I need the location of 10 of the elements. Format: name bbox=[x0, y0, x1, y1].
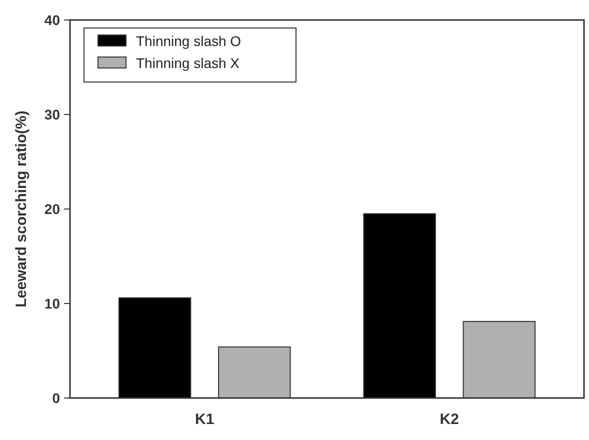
legend-label: Thinning slash O bbox=[136, 32, 242, 49]
y-tick-label: 0 bbox=[52, 390, 60, 406]
x-tick-label: K1 bbox=[195, 411, 214, 428]
x-tick-label: K2 bbox=[440, 411, 459, 428]
y-tick-label: 30 bbox=[44, 106, 60, 122]
y-tick-label: 20 bbox=[44, 200, 60, 217]
legend-label: Thinning slash X bbox=[136, 54, 240, 71]
y-axis-title: Leeward scorching ratio(%) bbox=[13, 110, 30, 308]
y-tick-label: 10 bbox=[44, 295, 60, 312]
y-tick-label: 40 bbox=[44, 12, 60, 28]
